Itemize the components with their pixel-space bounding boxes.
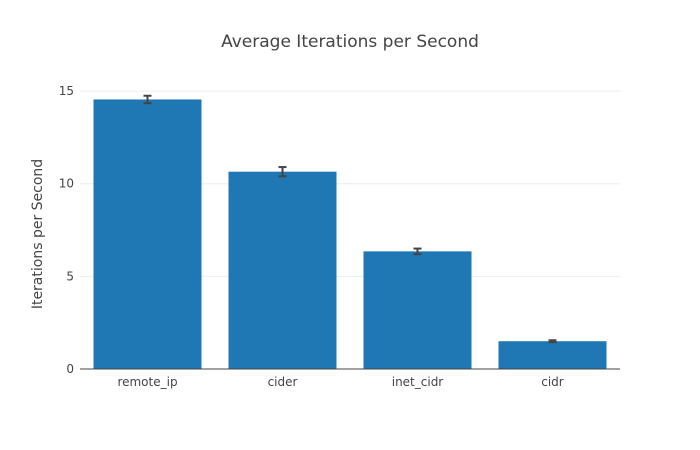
error-bar	[278, 166, 287, 178]
x-tick-label: remote_ip	[117, 375, 177, 389]
x-tick-label: cider	[268, 375, 298, 389]
y-tick-label: 5	[66, 269, 74, 283]
x-tick-labels: remote_ip cider inet_cidr cidr	[117, 375, 563, 389]
y-tick-label: 0	[66, 362, 74, 376]
x-tick-label: cidr	[541, 375, 564, 389]
bar-inet-cidr	[363, 251, 472, 369]
y-tick-label: 10	[59, 177, 74, 191]
error-bar	[143, 94, 152, 105]
chart-title: Average Iterations per Second	[221, 32, 479, 52]
bars	[93, 99, 607, 370]
error-bars	[143, 94, 557, 344]
y-tick-labels: 0 5 10 15	[59, 84, 74, 376]
bar-cidr	[498, 341, 607, 369]
y-tick-label: 15	[59, 84, 74, 98]
error-bar	[413, 247, 422, 256]
error-bar	[548, 339, 557, 344]
bar-cider	[228, 171, 337, 369]
x-tick-label: inet_cidr	[392, 375, 444, 389]
bar-remote-ip	[93, 99, 202, 370]
